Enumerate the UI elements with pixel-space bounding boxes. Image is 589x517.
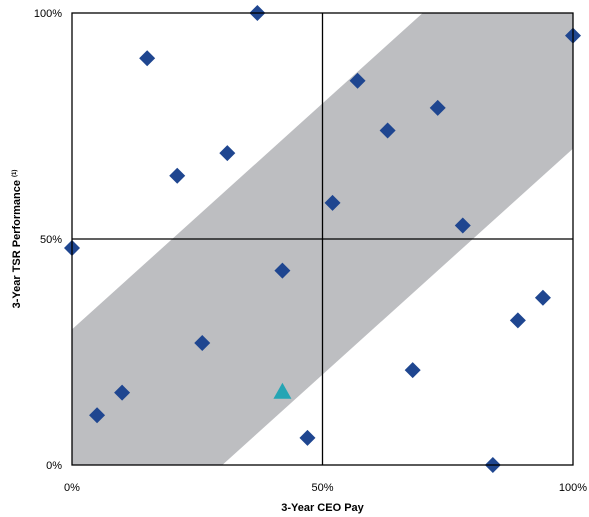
diamond-point xyxy=(454,217,471,234)
y-tick-label: 50% xyxy=(40,234,62,246)
diamond-point xyxy=(429,99,446,116)
y-tick-label: 100% xyxy=(34,8,62,20)
diamond-point xyxy=(299,429,316,446)
diamond-point xyxy=(404,362,421,379)
diamond-point xyxy=(349,72,366,89)
y-axis-title-superscript: (1) xyxy=(12,170,18,177)
diamond-point xyxy=(509,312,526,329)
x-tick-label: 50% xyxy=(311,482,333,494)
plot-frame xyxy=(71,12,574,466)
grid-layer xyxy=(72,13,573,465)
tick-labels: 0% 50% 100% 0% 50% 100% xyxy=(34,8,587,494)
triangle-point xyxy=(273,382,292,399)
diamond-point xyxy=(89,407,106,424)
diamond-point xyxy=(274,262,291,279)
frame-layer xyxy=(71,12,574,466)
diamond-point xyxy=(194,334,211,351)
diamond-point xyxy=(139,50,156,67)
x-tick-label: 0% xyxy=(64,482,80,494)
diamond-point xyxy=(114,384,131,401)
diamond-point xyxy=(379,122,396,139)
diamond-point xyxy=(324,194,341,211)
diamond-point xyxy=(219,145,236,162)
diamond-point xyxy=(169,167,186,184)
y-axis-title-text: 3-Year TSR Performance xyxy=(11,180,23,308)
x-axis-title: 3-Year CEO Pay xyxy=(281,502,364,514)
y-axis-title: 3-Year TSR Performance (1) xyxy=(11,170,23,309)
x-tick-label: 100% xyxy=(559,482,587,494)
y-tick-label: 0% xyxy=(46,460,62,472)
diamond-point xyxy=(534,289,551,306)
